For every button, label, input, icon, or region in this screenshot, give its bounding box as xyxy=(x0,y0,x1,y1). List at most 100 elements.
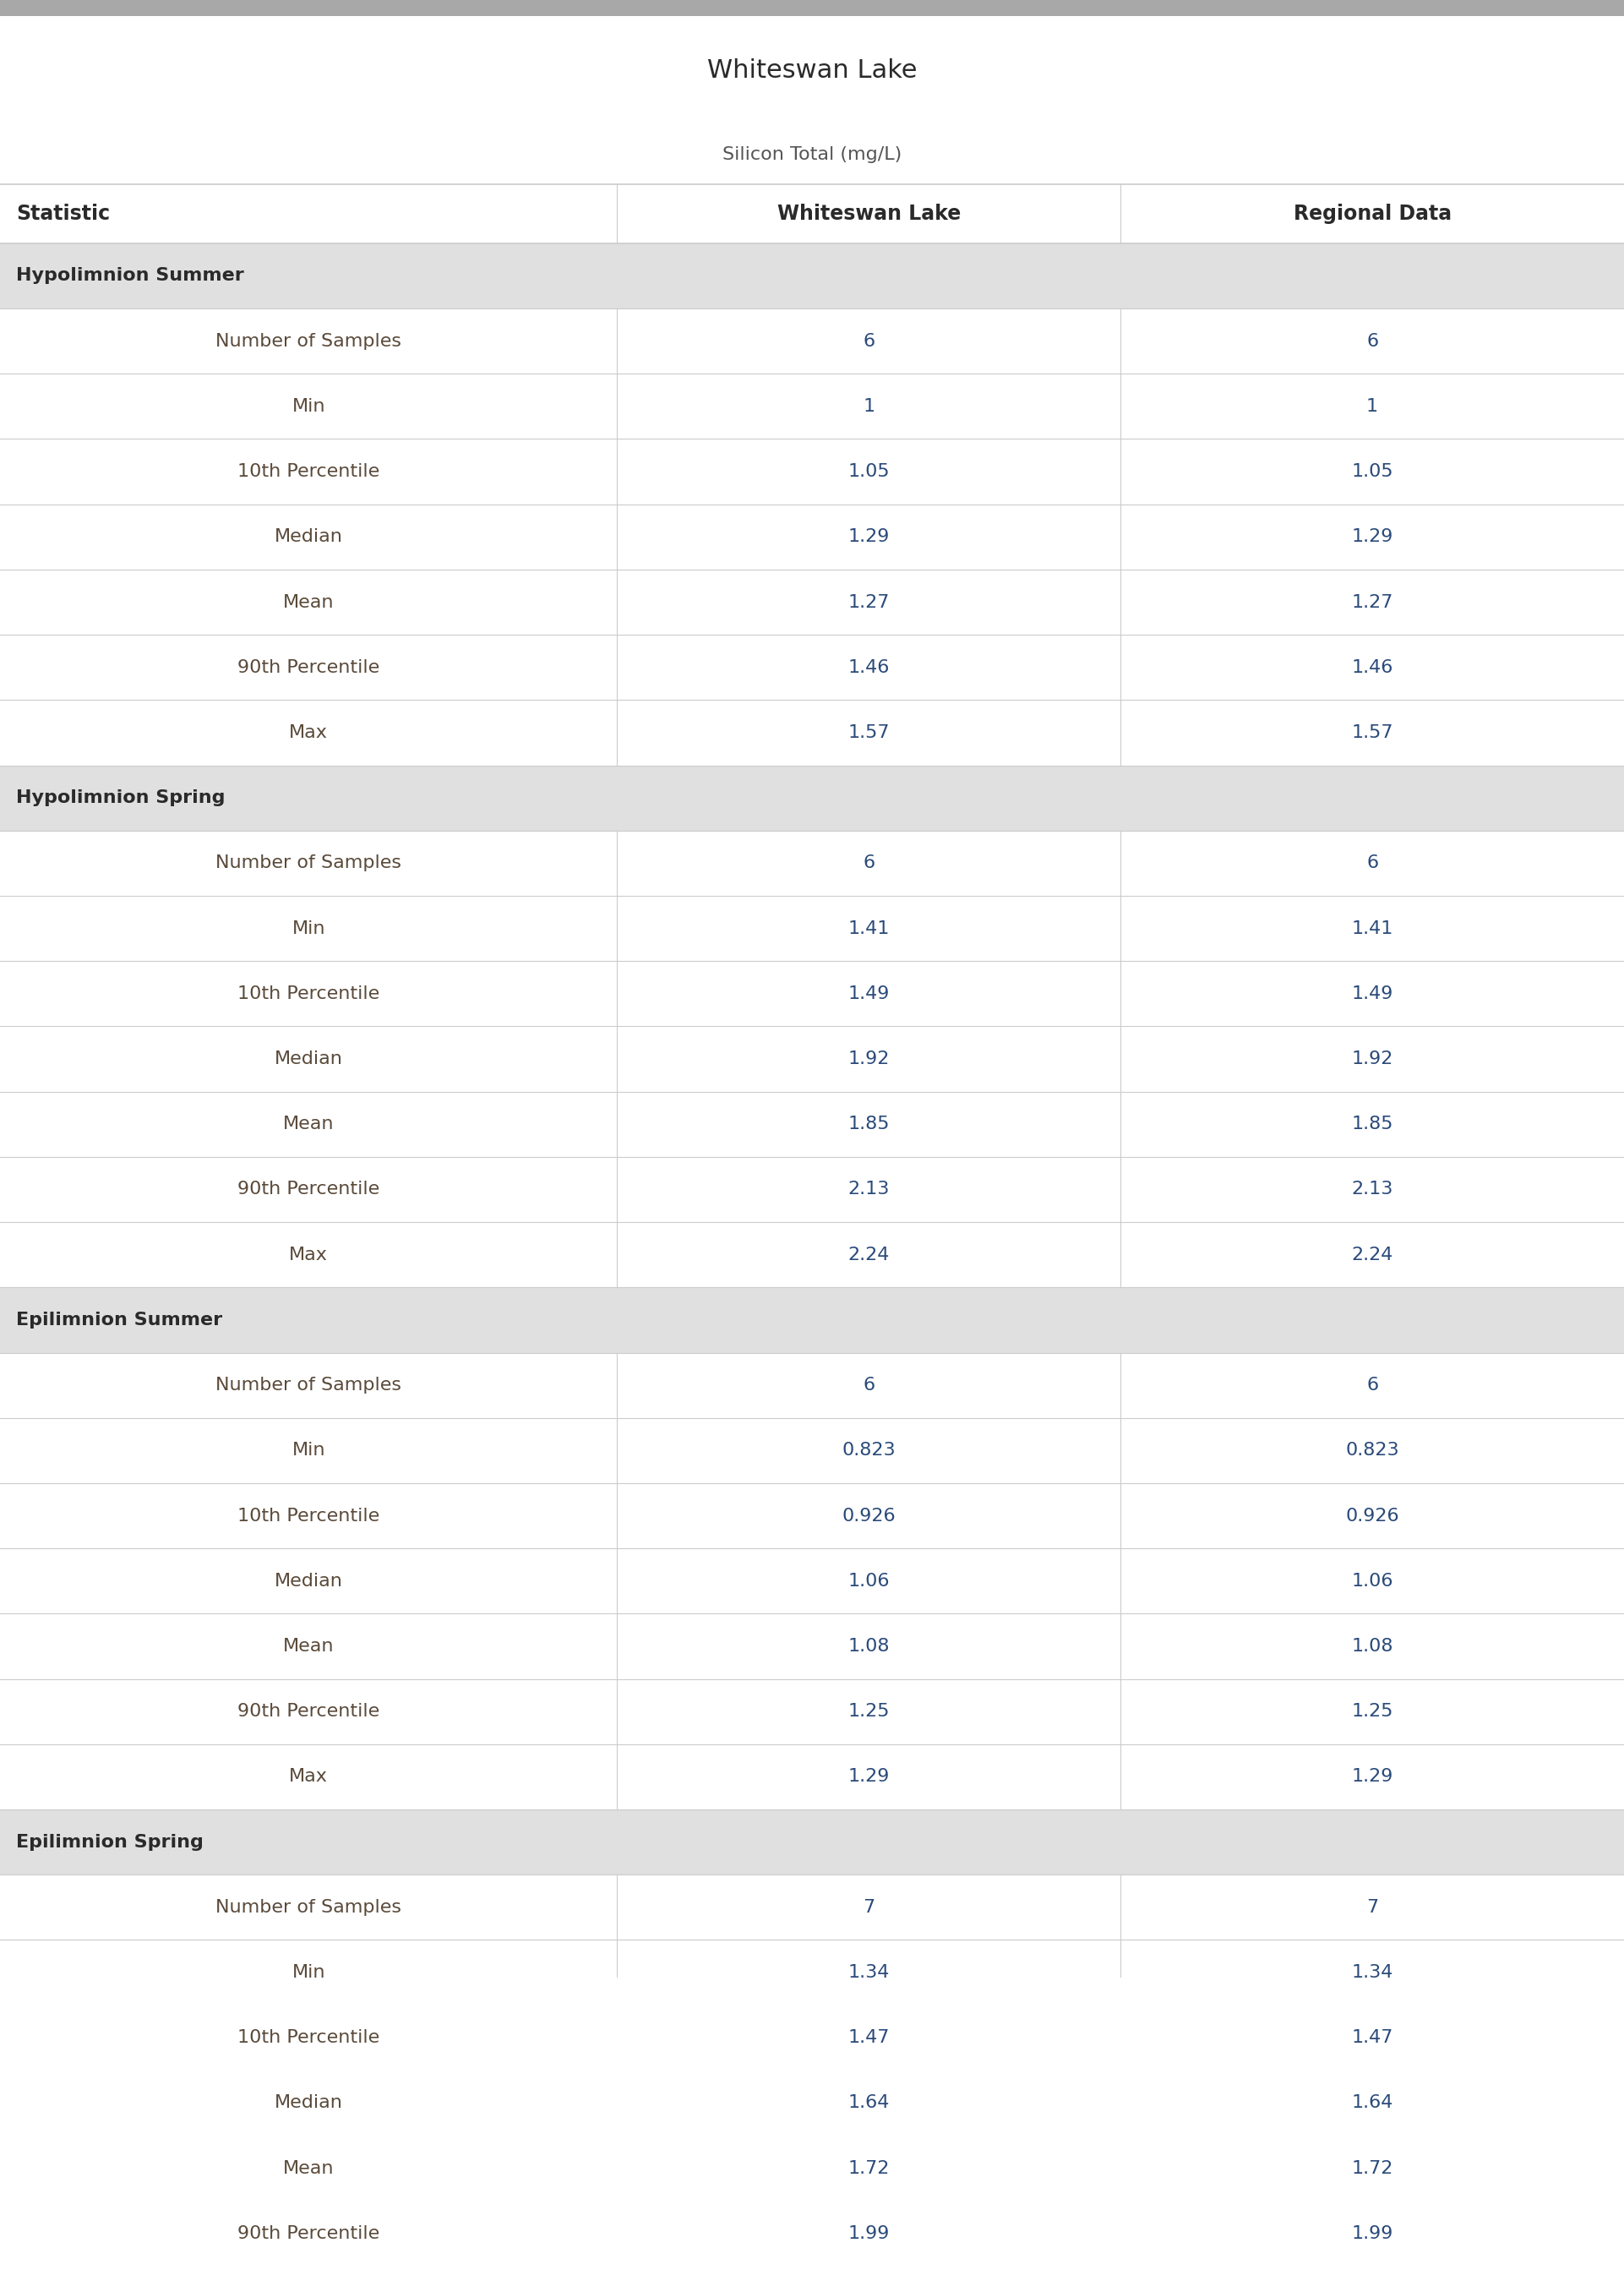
Text: 1.47: 1.47 xyxy=(1351,2029,1393,2045)
Bar xyxy=(0,1548,1624,1614)
Text: 1.47: 1.47 xyxy=(848,2029,890,2045)
Bar xyxy=(0,960,1624,1026)
Text: 6: 6 xyxy=(1366,856,1379,872)
Text: 90th Percentile: 90th Percentile xyxy=(237,2225,380,2243)
Text: Hypolimnion Summer: Hypolimnion Summer xyxy=(16,268,244,284)
Bar xyxy=(0,765,1624,831)
Bar xyxy=(0,1941,1624,2004)
Text: Hypolimnion Spring: Hypolimnion Spring xyxy=(16,790,226,806)
Text: 1.08: 1.08 xyxy=(848,1639,890,1655)
Text: 1.29: 1.29 xyxy=(1351,529,1393,545)
Text: 1.72: 1.72 xyxy=(848,2159,890,2177)
Text: 1.49: 1.49 xyxy=(848,985,890,1001)
Bar xyxy=(0,1287,1624,1353)
Text: 6: 6 xyxy=(862,334,875,350)
Text: 6: 6 xyxy=(1366,1378,1379,1394)
Text: 90th Percentile: 90th Percentile xyxy=(237,658,380,676)
Bar xyxy=(0,699,1624,765)
Text: Epilimnion Summer: Epilimnion Summer xyxy=(16,1312,222,1328)
Text: 10th Percentile: 10th Percentile xyxy=(237,463,380,479)
Bar xyxy=(0,1221,1624,1287)
Bar xyxy=(0,1482,1624,1548)
Text: Median: Median xyxy=(274,2095,343,2111)
Text: Mean: Mean xyxy=(283,1117,335,1133)
Text: 6: 6 xyxy=(862,856,875,872)
Text: Max: Max xyxy=(289,724,328,740)
Bar xyxy=(0,1743,1624,1809)
Text: 1.46: 1.46 xyxy=(848,658,890,676)
Text: 2.13: 2.13 xyxy=(848,1180,890,1199)
Bar xyxy=(0,1614,1624,1680)
Text: 1.57: 1.57 xyxy=(848,724,890,740)
Bar xyxy=(0,1809,1624,1875)
Text: 0.926: 0.926 xyxy=(841,1507,896,1523)
Text: 10th Percentile: 10th Percentile xyxy=(237,2029,380,2045)
Text: 1.29: 1.29 xyxy=(848,1768,890,1784)
Bar xyxy=(0,1875,1624,1941)
Bar xyxy=(0,570,1624,636)
Text: Min: Min xyxy=(292,1964,325,1982)
Text: 6: 6 xyxy=(862,1378,875,1394)
Text: Statistic: Statistic xyxy=(16,204,110,225)
Bar xyxy=(0,1680,1624,1743)
Text: Regional Data: Regional Data xyxy=(1293,204,1452,225)
Bar xyxy=(0,309,1624,375)
Text: 1.08: 1.08 xyxy=(1351,1639,1393,1655)
Text: 1.41: 1.41 xyxy=(1351,919,1393,938)
Text: Number of Samples: Number of Samples xyxy=(216,1378,401,1394)
Text: 1.05: 1.05 xyxy=(848,463,890,479)
Text: 1: 1 xyxy=(1366,397,1379,415)
Text: Min: Min xyxy=(292,397,325,415)
Text: 0.926: 0.926 xyxy=(1345,1507,1400,1523)
Bar xyxy=(0,504,1624,570)
Text: 1.49: 1.49 xyxy=(1351,985,1393,1001)
Text: 1.64: 1.64 xyxy=(848,2095,890,2111)
Text: Number of Samples: Number of Samples xyxy=(216,334,401,350)
Text: Number of Samples: Number of Samples xyxy=(216,1900,401,1916)
Text: Median: Median xyxy=(274,1051,343,1067)
Bar xyxy=(0,1026,1624,1092)
Text: 1.72: 1.72 xyxy=(1351,2159,1393,2177)
Text: Whiteswan Lake: Whiteswan Lake xyxy=(776,204,961,225)
Bar xyxy=(0,2004,1624,2070)
Bar xyxy=(0,897,1624,960)
Text: Max: Max xyxy=(289,1768,328,1784)
Text: 1.85: 1.85 xyxy=(1351,1117,1393,1133)
Text: 10th Percentile: 10th Percentile xyxy=(237,985,380,1001)
Text: 7: 7 xyxy=(862,1900,875,1916)
Bar xyxy=(0,2202,1624,2265)
Text: Epilimnion Spring: Epilimnion Spring xyxy=(16,1834,203,1850)
Text: 1.41: 1.41 xyxy=(848,919,890,938)
Text: 7: 7 xyxy=(1366,1900,1379,1916)
Text: 1.92: 1.92 xyxy=(1351,1051,1393,1067)
Text: 1.05: 1.05 xyxy=(1351,463,1393,479)
Text: 1.34: 1.34 xyxy=(1351,1964,1393,1982)
Text: Silicon Total (mg/L): Silicon Total (mg/L) xyxy=(723,145,901,163)
Text: 1.29: 1.29 xyxy=(848,529,890,545)
Text: 10th Percentile: 10th Percentile xyxy=(237,1507,380,1523)
Bar xyxy=(0,1158,1624,1221)
Bar xyxy=(0,1353,1624,1419)
Text: Max: Max xyxy=(289,1246,328,1262)
Text: 0.823: 0.823 xyxy=(1345,1441,1400,1460)
Text: 2.24: 2.24 xyxy=(1351,1246,1393,1262)
Text: 1.29: 1.29 xyxy=(1351,1768,1393,1784)
Text: 1.06: 1.06 xyxy=(1351,1573,1393,1589)
Text: Mean: Mean xyxy=(283,595,335,611)
Text: 6: 6 xyxy=(1366,334,1379,350)
Bar xyxy=(0,2136,1624,2202)
Bar xyxy=(0,0,1624,16)
Bar xyxy=(0,438,1624,504)
Text: 1.92: 1.92 xyxy=(848,1051,890,1067)
Text: 0.823: 0.823 xyxy=(841,1441,896,1460)
Text: 90th Percentile: 90th Percentile xyxy=(237,1702,380,1721)
Text: 1.25: 1.25 xyxy=(1351,1702,1393,1721)
Text: 1.46: 1.46 xyxy=(1351,658,1393,676)
Text: 1.34: 1.34 xyxy=(848,1964,890,1982)
Text: Mean: Mean xyxy=(283,1639,335,1655)
Text: 90th Percentile: 90th Percentile xyxy=(237,1180,380,1199)
Bar xyxy=(0,1419,1624,1482)
Bar xyxy=(0,375,1624,438)
Bar xyxy=(0,636,1624,699)
Text: Mean: Mean xyxy=(283,2159,335,2177)
